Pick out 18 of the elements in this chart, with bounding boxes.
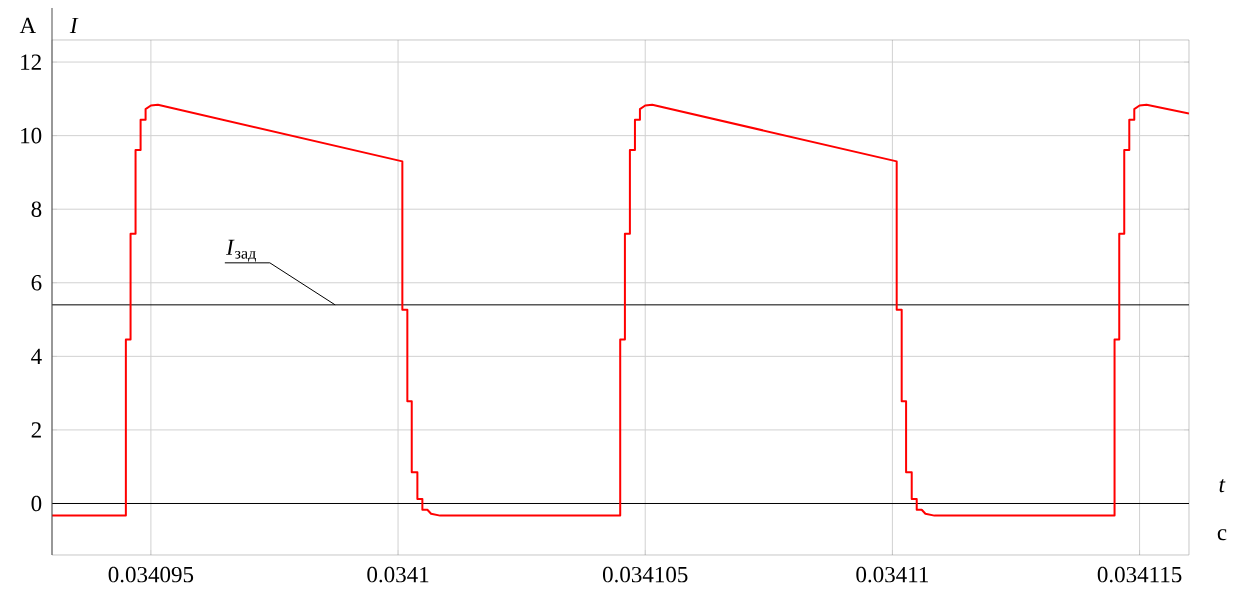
text: А bbox=[19, 17, 36, 33]
y-tick-label: 2 bbox=[31, 422, 41, 438]
x-tick-label: 0.034115 bbox=[1097, 566, 1182, 583]
x-tick-label: 0.034105 bbox=[602, 566, 688, 583]
y-tick-label: 12 bbox=[21, 54, 41, 70]
y-tick-label: 6 bbox=[31, 275, 42, 291]
x-tick-label: 0.034095 bbox=[108, 566, 194, 583]
ref-line-label: I$_{зад}$ bbox=[225, 239, 256, 262]
line-series bbox=[52, 103, 1189, 517]
y-tick-label: 0 bbox=[31, 495, 42, 512]
y-axis-title: I bbox=[69, 17, 79, 33]
x-tick-label: 0.0341 bbox=[367, 566, 429, 583]
y-tick-label: 10 bbox=[21, 127, 42, 144]
x-tick-label: 0.03411 bbox=[856, 566, 928, 583]
y-tick-label: 8 bbox=[31, 201, 42, 217]
x-axis-title: t bbox=[1219, 479, 1226, 493]
y-tick-label: 4 bbox=[31, 348, 42, 364]
text: с bbox=[1217, 529, 1227, 541]
